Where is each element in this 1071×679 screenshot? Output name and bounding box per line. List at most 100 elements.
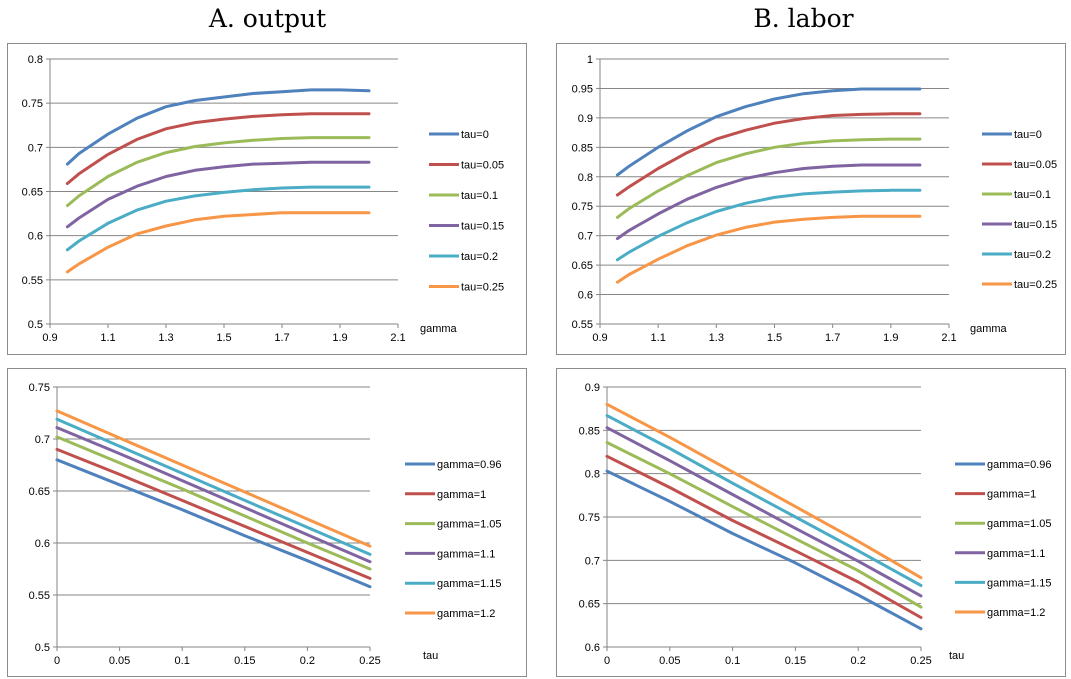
series-line [65, 185, 371, 252]
y-tick-label: 0.75 [29, 382, 50, 394]
y-tick-label: 0.65 [579, 599, 600, 611]
chart-svg-output-vs-tau: 0.5 0.55 0.6 0.65 0.7 0.75 0 0.05 0.1 0.15 0.2 0.25… [29, 382, 502, 667]
x-tick-label: 0.1 [725, 655, 740, 667]
panel-title-labor: B. labor [753, 4, 854, 33]
series-line [605, 454, 923, 619]
legend-label: tau=0 [461, 129, 489, 141]
legend-label: gamma=1.1 [437, 548, 495, 560]
legend-label: gamma=1.05 [437, 519, 502, 531]
x-tick-label: 0 [604, 655, 610, 667]
y-tick-label: 0.85 [572, 142, 593, 154]
x-tick-label: 1.1 [100, 332, 115, 344]
chart-svg-labor-vs-gamma: 0.55 0.6 0.65 0.7 0.75 0.8 0.85 0.9 0.95 1 0.9 1.1 1… [572, 54, 1058, 344]
y-tick-label: 0.8 [585, 469, 600, 481]
legend-label: gamma=1.15 [437, 578, 502, 590]
y-tick-label: 0.75 [579, 512, 600, 524]
x-tick-label: 2.1 [941, 332, 956, 344]
x-axis-label: gamma [970, 323, 1008, 335]
legend-label: tau=0 [1014, 129, 1042, 141]
chart-svg-labor-vs-tau: 0.6 0.65 0.7 0.75 0.8 0.85 0.9 0 0.05 0.1 0.15 0.2 0… [579, 382, 1052, 667]
y-tick-label: 0.8 [578, 172, 593, 184]
y-tick-label: 0.55 [22, 275, 43, 287]
x-tick-label: 0.25 [910, 655, 931, 667]
panel-title-output: A. output [208, 4, 327, 33]
y-tick-label: 0.9 [578, 113, 593, 125]
y-tick-label: 0.7 [578, 231, 593, 243]
y-tick-label: 0.7 [585, 555, 600, 567]
chart-output-vs-gamma: 0.5 0.55 0.6 0.65 0.7 0.75 0.8 0.9 1.1 1.3 1.5 1.7 1… [7, 43, 527, 355]
series-line [615, 188, 922, 262]
series-line [615, 214, 922, 284]
series-line [65, 88, 371, 166]
series-line [55, 409, 372, 548]
x-tick-label: 0.05 [659, 655, 680, 667]
series-line [55, 447, 372, 580]
legend-label: gamma=1 [987, 489, 1036, 501]
y-tick-label: 0.95 [572, 83, 593, 95]
legend-label: gamma=1.05 [987, 518, 1052, 530]
legend-label: tau=0.25 [461, 282, 504, 294]
y-tick-label: 0.85 [579, 425, 600, 437]
y-tick-label: 0.6 [585, 642, 600, 654]
x-tick-label: 0.05 [109, 655, 130, 667]
legend-label: gamma=1.1 [987, 548, 1045, 560]
series-line [605, 441, 923, 609]
y-tick-label: 0.65 [572, 260, 593, 272]
x-tick-label: 1.7 [274, 332, 289, 344]
x-tick-label: 0.25 [359, 655, 380, 667]
y-tick-label: 0.5 [35, 642, 50, 654]
legend-label: tau=0.2 [461, 251, 498, 263]
y-tick-label: 0.8 [28, 54, 43, 66]
legend-label: gamma=0.96 [437, 459, 502, 471]
y-tick-label: 0.75 [22, 98, 43, 110]
series-line [605, 414, 923, 587]
legend-label: gamma=1.15 [987, 577, 1052, 589]
legend-label: gamma=1.2 [437, 608, 495, 620]
y-tick-label: 0.55 [29, 590, 50, 602]
y-tick-label: 0.7 [35, 434, 50, 446]
y-tick-label: 0.65 [29, 486, 50, 498]
y-tick-label: 0.55 [572, 319, 593, 331]
legend-label: tau=0.25 [1014, 279, 1057, 291]
series-line [65, 136, 371, 208]
y-tick-label: 0.6 [28, 231, 43, 243]
x-tick-label: 0 [54, 655, 60, 667]
y-tick-label: 1 [587, 54, 593, 66]
chart-output-vs-tau: 0.5 0.55 0.6 0.65 0.7 0.75 0 0.05 0.1 0.15 0.2 0.25… [7, 368, 527, 677]
x-axis-label: tau [423, 650, 438, 662]
chart-labor-vs-gamma: 0.55 0.6 0.65 0.7 0.75 0.8 0.85 0.9 0.95 1 0.9 1.1 1… [556, 43, 1066, 355]
x-tick-label: 0.2 [300, 655, 315, 667]
x-axis-label: gamma [420, 323, 458, 335]
x-tick-label: 1.1 [651, 332, 666, 344]
x-tick-label: 1.5 [216, 332, 231, 344]
y-tick-label: 0.5 [28, 319, 43, 331]
x-tick-label: 1.5 [767, 332, 782, 344]
x-tick-label: 2.1 [390, 332, 405, 344]
legend-label: tau=0.1 [461, 190, 498, 202]
legend-label: tau=0.15 [1014, 219, 1057, 231]
series-line [65, 211, 371, 274]
y-tick-label: 0.6 [578, 290, 593, 302]
series-line [605, 426, 923, 598]
x-tick-label: 0.15 [234, 655, 255, 667]
legend-label: gamma=1.2 [987, 607, 1045, 619]
series-line [65, 160, 371, 229]
chart-labor-vs-tau: 0.6 0.65 0.7 0.75 0.8 0.85 0.9 0 0.05 0.1 0.15 0.2 0… [556, 368, 1066, 677]
x-tick-label: 1.7 [825, 332, 840, 344]
x-tick-label: 0.1 [175, 655, 190, 667]
legend-label: tau=0.05 [1014, 159, 1057, 171]
x-tick-label: 1.3 [709, 332, 724, 344]
series-line [615, 137, 922, 219]
series-line [55, 417, 372, 556]
x-tick-label: 1.9 [883, 332, 898, 344]
x-tick-label: 0.9 [592, 332, 607, 344]
x-tick-label: 1.3 [158, 332, 173, 344]
series-line [65, 112, 371, 185]
series-line [605, 402, 923, 580]
legend-label: gamma=1 [437, 489, 486, 501]
legend-label: tau=0.1 [1014, 189, 1051, 201]
series-line [55, 426, 372, 564]
x-tick-label: 0.2 [851, 655, 866, 667]
series-line [615, 87, 922, 177]
series-line [615, 112, 922, 197]
